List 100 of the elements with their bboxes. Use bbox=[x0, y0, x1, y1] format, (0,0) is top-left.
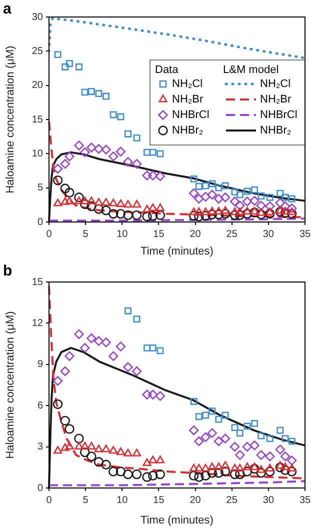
x-tick-label: 15 bbox=[153, 494, 165, 506]
point bbox=[208, 408, 216, 415]
point bbox=[207, 468, 217, 478]
point bbox=[86, 201, 96, 212]
point bbox=[256, 208, 266, 216]
point bbox=[207, 190, 217, 200]
point bbox=[280, 452, 290, 462]
point bbox=[235, 210, 245, 220]
point bbox=[280, 206, 290, 214]
point bbox=[108, 152, 118, 162]
point bbox=[201, 208, 210, 216]
point bbox=[123, 210, 133, 220]
point bbox=[200, 211, 210, 221]
point bbox=[214, 462, 223, 470]
point bbox=[286, 456, 297, 466]
point bbox=[149, 148, 156, 156]
point bbox=[188, 425, 199, 436]
point bbox=[80, 442, 90, 450]
y-tick-label: 20 bbox=[32, 80, 44, 92]
x-tick-label: 10 bbox=[116, 228, 128, 240]
y-axis-title: Haloamine concentration (μM) bbox=[4, 46, 17, 194]
point bbox=[220, 192, 230, 202]
y-tick-label: 15 bbox=[32, 276, 44, 288]
point bbox=[230, 442, 240, 452]
point bbox=[251, 186, 258, 194]
point bbox=[109, 198, 118, 206]
point bbox=[156, 203, 164, 212]
point bbox=[256, 200, 266, 210]
point bbox=[188, 211, 199, 221]
point bbox=[60, 184, 70, 194]
point bbox=[276, 206, 284, 214]
point bbox=[250, 208, 260, 218]
point bbox=[116, 208, 126, 219]
point bbox=[276, 461, 284, 469]
point bbox=[52, 376, 63, 386]
point bbox=[286, 208, 297, 219]
point bbox=[286, 203, 297, 214]
point bbox=[276, 190, 284, 197]
x-tick-label: 20 bbox=[190, 228, 202, 240]
point bbox=[144, 148, 150, 156]
point bbox=[250, 462, 259, 470]
legend-label: NH₂Br bbox=[260, 94, 292, 106]
point bbox=[94, 204, 104, 214]
point bbox=[188, 188, 199, 198]
point bbox=[94, 336, 104, 346]
point bbox=[108, 351, 118, 362]
point bbox=[190, 175, 198, 182]
point bbox=[133, 134, 140, 142]
point bbox=[220, 466, 230, 476]
point bbox=[148, 170, 158, 180]
point bbox=[80, 343, 90, 353]
point bbox=[108, 466, 118, 476]
point bbox=[102, 92, 110, 100]
point bbox=[62, 63, 69, 70]
point bbox=[64, 424, 74, 434]
point bbox=[244, 188, 251, 195]
point bbox=[54, 51, 62, 58]
point bbox=[220, 208, 230, 219]
point bbox=[94, 198, 104, 206]
point bbox=[87, 442, 96, 450]
point bbox=[220, 206, 230, 214]
point bbox=[124, 448, 132, 456]
point bbox=[116, 466, 126, 476]
y-tick-label: 0 bbox=[37, 482, 44, 494]
point bbox=[132, 366, 142, 376]
point bbox=[214, 210, 224, 220]
point bbox=[282, 435, 289, 442]
point bbox=[194, 208, 204, 216]
legend-label: NH₂Cl bbox=[260, 78, 291, 90]
point bbox=[53, 198, 62, 206]
point bbox=[215, 416, 222, 423]
point bbox=[208, 180, 216, 188]
point bbox=[80, 147, 90, 158]
point bbox=[276, 426, 284, 434]
point bbox=[256, 210, 266, 220]
point bbox=[214, 436, 224, 446]
y-tick-label: 10 bbox=[32, 148, 44, 160]
point bbox=[52, 164, 63, 174]
point bbox=[142, 458, 152, 466]
point bbox=[108, 208, 118, 219]
point bbox=[266, 208, 274, 216]
point bbox=[60, 366, 70, 376]
point bbox=[250, 440, 260, 450]
point bbox=[286, 466, 297, 476]
point bbox=[132, 469, 142, 480]
point bbox=[275, 198, 285, 208]
point bbox=[53, 446, 62, 454]
point bbox=[101, 144, 111, 154]
point bbox=[132, 448, 142, 456]
point bbox=[80, 447, 90, 458]
point bbox=[242, 206, 252, 214]
point bbox=[190, 208, 198, 216]
point bbox=[142, 390, 152, 400]
x-axis-title: Time (minutes) bbox=[140, 514, 214, 526]
point bbox=[235, 200, 245, 210]
point bbox=[148, 203, 158, 212]
x-tick-label: 25 bbox=[226, 228, 238, 240]
point bbox=[142, 212, 152, 222]
x-tick-label: 15 bbox=[153, 228, 165, 240]
point bbox=[230, 469, 240, 480]
